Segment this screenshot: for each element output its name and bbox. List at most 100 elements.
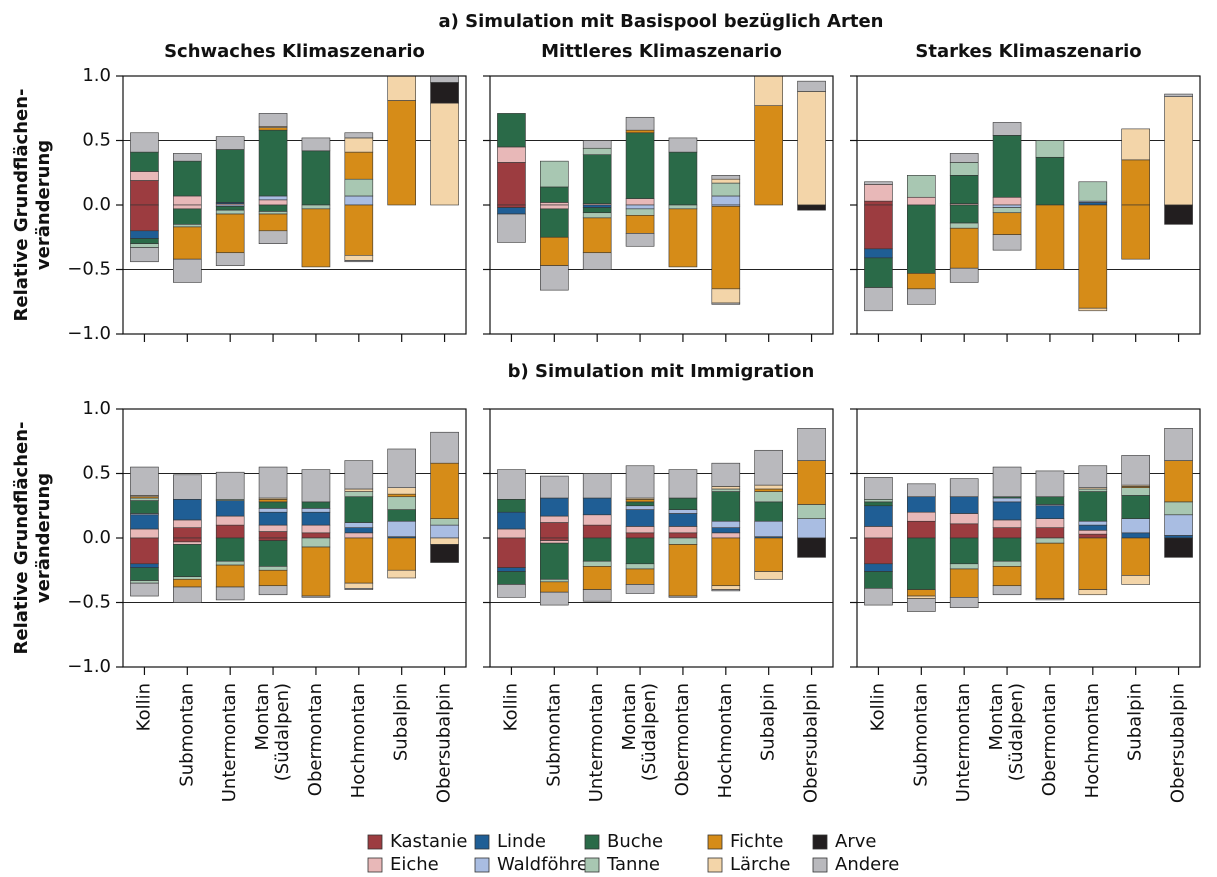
row-title: b) Simulation mit Immigration <box>508 361 815 382</box>
bar-segment <box>754 537 783 572</box>
bar-segment <box>258 211 288 215</box>
bar-segment <box>130 171 159 181</box>
legend-label: Arve <box>835 831 876 852</box>
x-tick-label: Obersubalpin <box>801 683 822 803</box>
bar-segment <box>301 532 331 539</box>
bar-segment <box>625 532 655 539</box>
bar-segment <box>711 288 741 304</box>
bar-segment <box>387 509 416 522</box>
row-title: a) Simulation mit Basispool bezüglich Ar… <box>439 11 884 32</box>
bar-segment <box>907 520 936 539</box>
bar-segment <box>582 140 612 149</box>
x-tick-label: Untermontan <box>219 683 240 802</box>
bar-segment <box>344 527 374 534</box>
bar-segment <box>864 287 893 312</box>
bar-segment <box>907 273 936 290</box>
bar-segment <box>864 498 893 503</box>
bar-segment <box>625 498 655 503</box>
bar-segment <box>430 82 459 104</box>
bar-segment <box>215 537 245 562</box>
bar-segment <box>173 537 202 543</box>
bar-segment <box>301 537 331 548</box>
bar-segment <box>582 524 612 539</box>
bar-segment <box>344 496 374 523</box>
bar-segment <box>711 537 741 587</box>
bar-segment <box>992 537 1022 562</box>
bar-segment <box>497 204 526 208</box>
bar-segment <box>949 478 979 498</box>
bar-segment <box>215 500 245 517</box>
legend-swatch <box>367 857 383 873</box>
bar-segment <box>711 585 741 590</box>
bar-segment <box>1078 465 1108 488</box>
bar-segment <box>258 230 288 245</box>
bar-segment <box>668 137 698 153</box>
bar-segment <box>864 501 893 507</box>
bar-segment <box>797 537 826 558</box>
x-tick-label: Subalpin <box>1125 683 1146 761</box>
bar-segment <box>258 199 288 206</box>
bar-segment <box>258 508 288 513</box>
bar-segment <box>1121 518 1150 534</box>
bar-segment <box>344 137 374 153</box>
bar-segment <box>711 462 741 487</box>
bar-segment <box>711 302 741 305</box>
bar-segment <box>540 578 569 583</box>
bar-segment <box>258 195 288 201</box>
bar-segment <box>344 522 374 528</box>
bar-segment <box>1164 537 1193 558</box>
bar-segment <box>430 75 459 83</box>
bar-segment <box>949 227 979 269</box>
bar-segment <box>1078 204 1108 309</box>
bar-segment <box>344 204 374 256</box>
bar-segment <box>625 208 655 216</box>
bar-segment <box>130 132 159 153</box>
bar-segment <box>173 527 202 539</box>
legend-label: Fichte <box>730 831 783 852</box>
bar-segment <box>668 526 698 534</box>
y-axis-label: veränderung <box>33 473 54 603</box>
bar-segment <box>711 491 741 522</box>
bar-segment <box>215 209 245 215</box>
bar-segment <box>130 514 159 530</box>
bar-segment <box>173 204 202 210</box>
bar-segment <box>1078 533 1108 539</box>
bar-segment <box>258 498 288 503</box>
x-tick-label: (Südalpen) <box>1006 683 1027 781</box>
bar-segment <box>992 204 1022 208</box>
y-tick-label: 1.0 <box>82 398 111 419</box>
y-axis-label: veränderung <box>33 140 54 270</box>
bar-segment <box>173 160 202 197</box>
bar-segment <box>497 213 526 243</box>
legend-label: Andere <box>835 854 899 875</box>
bar-segment <box>711 195 741 206</box>
column-title: Mittleres Klimaszenario <box>541 41 782 62</box>
bar-segment <box>992 519 1022 528</box>
y-tick-label: −0.5 <box>67 592 111 613</box>
column-title: Schwaches Klimaszenario <box>164 41 425 62</box>
bar-segment <box>258 524 288 532</box>
panel-frame <box>122 408 467 668</box>
bar-segment <box>668 544 698 597</box>
bar-segment <box>344 491 374 498</box>
legend-label: Tanne <box>606 854 660 875</box>
bar-segment <box>540 522 569 539</box>
bar-segment <box>497 567 526 572</box>
bar-segment <box>582 252 612 270</box>
bar-segment <box>992 466 1022 498</box>
legend-swatch <box>707 857 723 873</box>
bar-segment <box>992 501 1022 521</box>
bar-segment <box>949 175 979 205</box>
bar-segment <box>754 571 783 580</box>
bar-segment <box>173 541 202 545</box>
bar-segment <box>130 180 159 206</box>
bar-segment <box>173 195 202 206</box>
bar-segment <box>430 431 459 464</box>
bar-segment <box>1035 156 1065 206</box>
y-tick-label: −0.5 <box>67 259 111 280</box>
bar-segment <box>344 178 374 197</box>
bar-segment <box>497 498 526 513</box>
bar-segment <box>258 127 288 131</box>
bar-segment <box>582 212 612 219</box>
